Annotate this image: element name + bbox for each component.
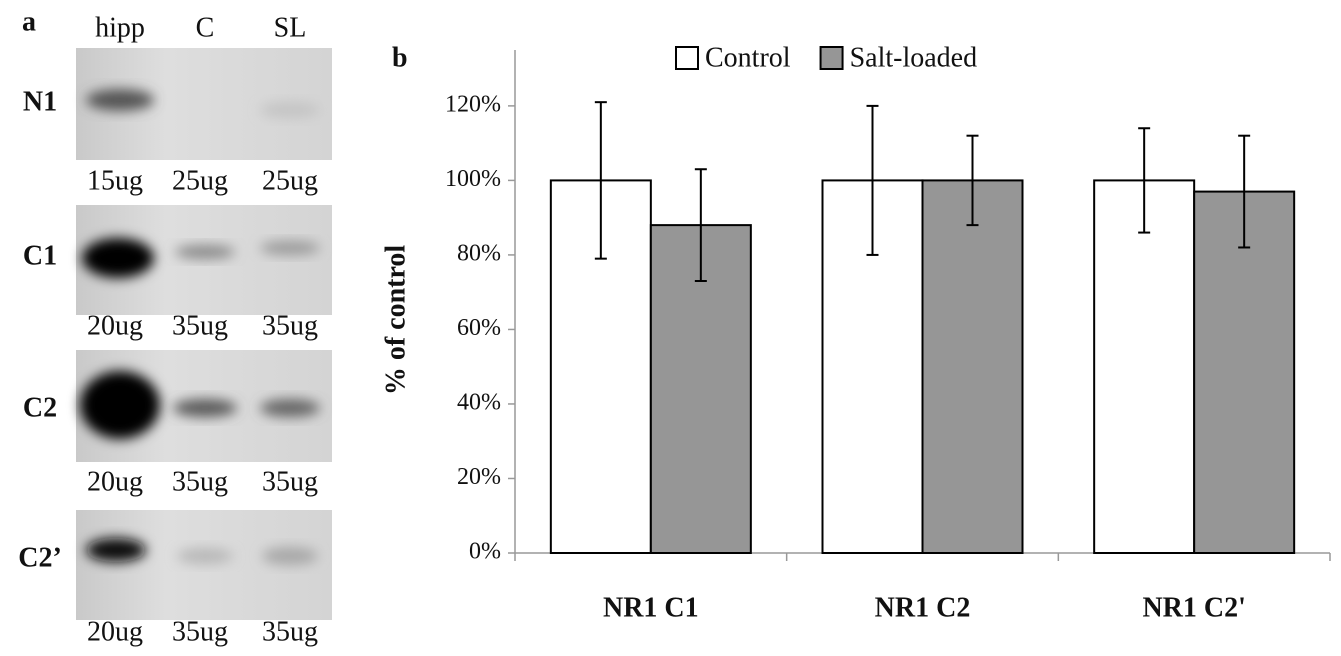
y-tick-label: 0% xyxy=(469,539,501,565)
x-tick-label: NR1 C2' xyxy=(1142,592,1245,623)
load-label: 20ug xyxy=(87,310,143,341)
lane-label: hipp xyxy=(95,12,145,43)
legend-swatch xyxy=(676,47,698,69)
load-label: 35ug xyxy=(262,466,318,497)
gel-c2 xyxy=(76,350,332,462)
y-tick-label: 120% xyxy=(445,91,501,117)
load-label: 25ug xyxy=(172,165,228,196)
y-tick-label: 40% xyxy=(457,389,501,415)
x-tick-label: NR1 C2 xyxy=(875,592,971,623)
load-label: 20ug xyxy=(87,616,143,647)
load-label: 35ug xyxy=(172,466,228,497)
y-tick-label: 60% xyxy=(457,315,501,341)
row-label: N1 xyxy=(23,86,57,117)
legend-label: Control xyxy=(705,42,791,73)
gel-c1 xyxy=(76,205,332,315)
load-label: 35ug xyxy=(262,616,318,647)
y-tick-label: 80% xyxy=(457,240,501,266)
load-label: 15ug xyxy=(87,165,143,196)
row-label: C2 xyxy=(23,392,57,423)
bar xyxy=(923,180,1023,553)
bar xyxy=(1094,180,1194,553)
row-label: C1 xyxy=(23,240,57,271)
y-axis-title: % of control xyxy=(380,245,411,396)
panel-label: a xyxy=(22,6,36,37)
y-tick-label: 20% xyxy=(457,464,501,490)
row-label: C2’ xyxy=(18,542,62,573)
legend-label: Salt-loaded xyxy=(850,42,978,73)
chart: 0% 20% 40% 60% 80% 100% 120% NR1 C1 NR1 C2 NR1 C2… xyxy=(445,42,1330,623)
load-label: 25ug xyxy=(262,165,318,196)
figure: a hipp C SL N1 15ug 25ug 25ug C1 20ug 35ug 35ug… xyxy=(0,0,1341,656)
lane-label: SL xyxy=(274,12,307,43)
load-label: 20ug xyxy=(87,466,143,497)
gel-c2p xyxy=(76,510,332,620)
page: a hipp C SL N1 15ug 25ug 25ug C1 20ug 35ug 35ug… xyxy=(0,0,1341,656)
lane-label: C xyxy=(196,12,215,43)
gel-n1 xyxy=(76,48,332,160)
load-label: 35ug xyxy=(172,310,228,341)
panel-label: b xyxy=(392,42,408,73)
x-tick-label: NR1 C1 xyxy=(603,592,699,623)
y-tick-label: 100% xyxy=(445,166,501,192)
load-label: 35ug xyxy=(172,616,228,647)
load-label: 35ug xyxy=(262,310,318,341)
legend-swatch xyxy=(821,47,843,69)
